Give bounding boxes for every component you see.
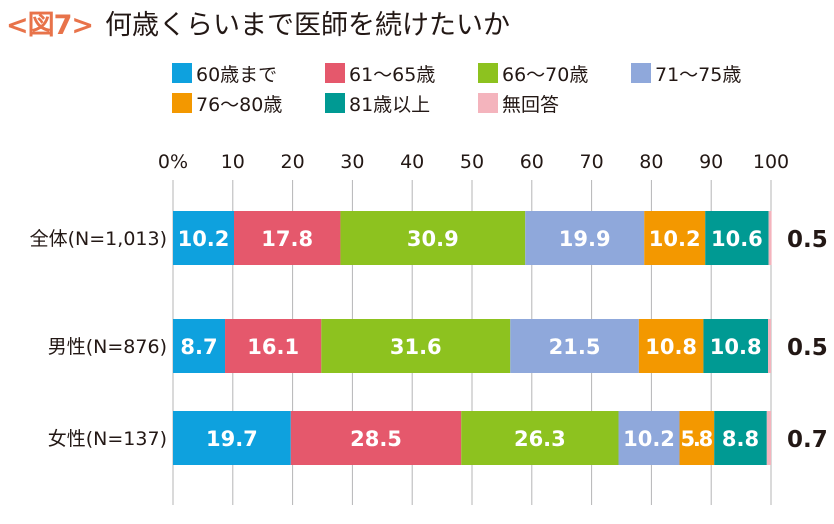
x-tick-label: 50 bbox=[460, 151, 484, 173]
category-label: 女性(N=137) bbox=[48, 428, 167, 450]
bar-segment bbox=[233, 211, 341, 265]
data-label: 8.7 bbox=[180, 335, 217, 359]
data-label: 16.1 bbox=[247, 335, 299, 359]
x-tick-label: 30 bbox=[340, 151, 364, 173]
legend-swatch bbox=[478, 93, 498, 113]
legend-swatch bbox=[172, 93, 192, 113]
data-label: 26.3 bbox=[514, 427, 566, 451]
no-answer-label: 0.7 bbox=[787, 427, 828, 453]
data-label: 8.8 bbox=[722, 427, 759, 451]
legend-label: 66～70歳 bbox=[502, 63, 589, 86]
data-label: 10.2 bbox=[178, 227, 230, 251]
legend-label: 81歳以上 bbox=[349, 93, 431, 116]
x-tick-label: 70 bbox=[580, 151, 604, 173]
data-label: 17.8 bbox=[261, 227, 313, 251]
data-label: 19.7 bbox=[206, 427, 258, 451]
legend-label: 76～80歳 bbox=[196, 93, 283, 116]
legend-swatch bbox=[325, 93, 345, 113]
category-label: 男性(N=876) bbox=[48, 336, 167, 358]
data-label: 31.6 bbox=[390, 335, 442, 359]
category-label: 全体(N=1,013) bbox=[30, 228, 167, 250]
data-label: 19.9 bbox=[559, 227, 611, 251]
legend-swatch bbox=[478, 63, 498, 83]
bar-segment bbox=[703, 319, 769, 373]
bar-segment bbox=[714, 411, 767, 465]
legend-label: 60歳まで bbox=[196, 63, 278, 86]
legend-label: 61～65歳 bbox=[349, 63, 436, 86]
chart-header: <図7> 何歳くらいまで医師を続けたいか bbox=[6, 4, 511, 41]
bar-segment bbox=[173, 319, 226, 373]
bar-segment bbox=[173, 411, 291, 465]
legend-item: 60歳まで bbox=[172, 60, 277, 86]
bar-segment bbox=[768, 211, 772, 265]
legend-item: 61～65歳 bbox=[325, 60, 435, 86]
data-label: 28.5 bbox=[350, 427, 402, 451]
legend-item: 無回答 bbox=[478, 90, 559, 116]
x-tick-label: 90 bbox=[699, 151, 723, 173]
bar-segment bbox=[705, 211, 769, 265]
data-label: 10.8 bbox=[645, 335, 697, 359]
x-tick-label: 80 bbox=[639, 151, 663, 173]
bar-segment bbox=[618, 411, 680, 465]
legend-swatch bbox=[631, 63, 651, 83]
data-label: 10.6 bbox=[711, 227, 763, 251]
no-answer-label: 0.5 bbox=[787, 227, 828, 253]
legend-swatch bbox=[325, 63, 345, 83]
x-tick-label: 40 bbox=[400, 151, 424, 173]
bar-segment bbox=[679, 411, 715, 465]
bar-segment bbox=[525, 211, 645, 265]
data-label: 5.8 bbox=[681, 427, 714, 451]
bar-segment bbox=[340, 211, 526, 265]
legend-swatch bbox=[172, 63, 192, 83]
bar-segment bbox=[461, 411, 619, 465]
bar-segment bbox=[644, 211, 706, 265]
bar-segment bbox=[510, 319, 639, 373]
bar-segment bbox=[290, 411, 462, 465]
x-tick-label: 20 bbox=[281, 151, 305, 173]
bar-segment bbox=[225, 319, 322, 373]
bar-segment bbox=[766, 411, 771, 465]
data-label: 10.8 bbox=[710, 335, 762, 359]
legend-item: 71～75歳 bbox=[631, 60, 741, 86]
bar-segment bbox=[768, 319, 771, 373]
data-label: 10.2 bbox=[623, 427, 675, 451]
no-answer-label: 0.5 bbox=[787, 335, 828, 361]
bar-segment bbox=[173, 211, 234, 265]
x-tick-label: 60 bbox=[520, 151, 544, 173]
bar-segment bbox=[321, 319, 511, 373]
x-tick-label: 100 bbox=[753, 151, 789, 173]
x-tick-label: 10 bbox=[221, 151, 245, 173]
bar-segment bbox=[638, 319, 704, 373]
legend-label: 71～75歳 bbox=[655, 63, 742, 86]
data-label: 21.5 bbox=[549, 335, 601, 359]
legend-item: 81歳以上 bbox=[325, 90, 430, 116]
data-label: 10.2 bbox=[649, 227, 701, 251]
x-tick-label: 0% bbox=[158, 151, 188, 173]
figure-number: <図7> bbox=[6, 9, 94, 41]
legend-item: 76～80歳 bbox=[172, 90, 282, 116]
legend-label: 無回答 bbox=[502, 93, 560, 116]
chart-title: 何歳くらいまで医師を続けたいか bbox=[105, 9, 511, 41]
legend-item: 66～70歳 bbox=[478, 60, 588, 86]
data-label: 30.9 bbox=[407, 227, 459, 251]
